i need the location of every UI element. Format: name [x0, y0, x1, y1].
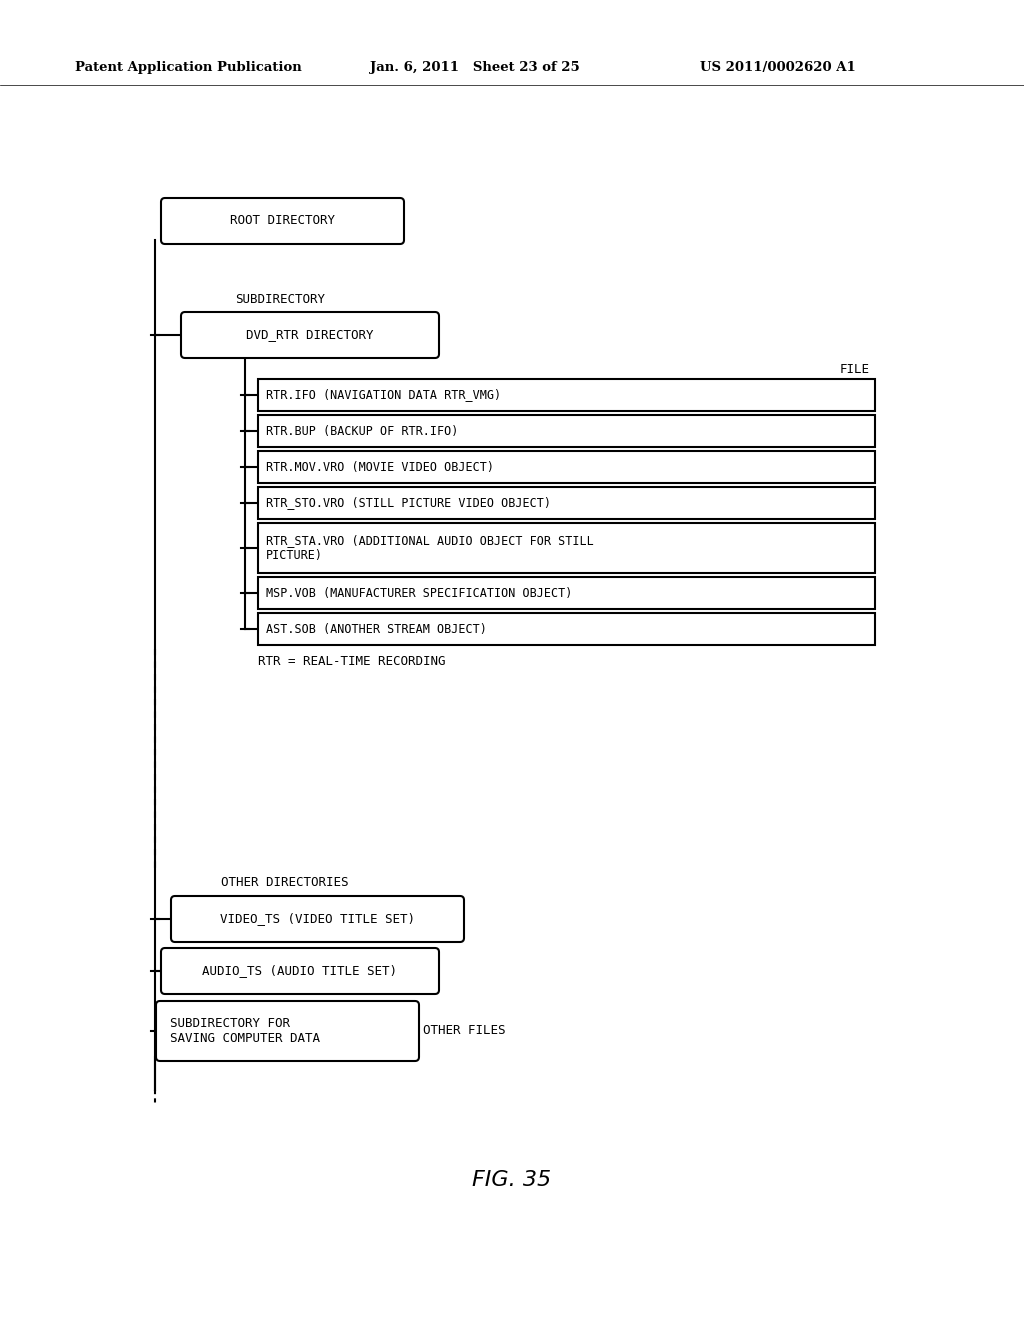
- Text: DVD_RTR DIRECTORY: DVD_RTR DIRECTORY: [246, 329, 374, 342]
- Text: OTHER FILES: OTHER FILES: [423, 1024, 506, 1038]
- FancyBboxPatch shape: [161, 948, 439, 994]
- Text: RTR.IFO (NAVIGATION DATA RTR_VMG): RTR.IFO (NAVIGATION DATA RTR_VMG): [266, 388, 501, 401]
- Text: VIDEO_TS (VIDEO TITLE SET): VIDEO_TS (VIDEO TITLE SET): [220, 912, 415, 925]
- Text: US 2011/0002620 A1: US 2011/0002620 A1: [700, 61, 856, 74]
- Text: SUBDIRECTORY FOR
SAVING COMPUTER DATA: SUBDIRECTORY FOR SAVING COMPUTER DATA: [170, 1016, 319, 1045]
- FancyBboxPatch shape: [181, 312, 439, 358]
- FancyBboxPatch shape: [156, 1001, 419, 1061]
- Bar: [258, 414, 874, 447]
- Bar: [258, 379, 874, 411]
- Text: MSP.VOB (MANUFACTURER SPECIFICATION OBJECT): MSP.VOB (MANUFACTURER SPECIFICATION OBJE…: [266, 586, 572, 599]
- Text: OTHER DIRECTORIES: OTHER DIRECTORIES: [221, 876, 349, 888]
- Text: SUBDIRECTORY: SUBDIRECTORY: [234, 293, 325, 306]
- Bar: [258, 577, 874, 609]
- Text: AST.SOB (ANOTHER STREAM OBJECT): AST.SOB (ANOTHER STREAM OBJECT): [266, 623, 486, 635]
- Bar: [258, 487, 874, 519]
- Text: AUDIO_TS (AUDIO TITLE SET): AUDIO_TS (AUDIO TITLE SET): [203, 965, 397, 978]
- FancyBboxPatch shape: [171, 896, 464, 942]
- Bar: [258, 612, 874, 645]
- Text: RTR.BUP (BACKUP OF RTR.IFO): RTR.BUP (BACKUP OF RTR.IFO): [266, 425, 459, 437]
- Bar: [258, 523, 874, 573]
- Text: Patent Application Publication: Patent Application Publication: [75, 61, 302, 74]
- Text: FILE: FILE: [840, 363, 870, 376]
- Text: RTR = REAL-TIME RECORDING: RTR = REAL-TIME RECORDING: [258, 655, 445, 668]
- Text: ROOT DIRECTORY: ROOT DIRECTORY: [230, 214, 335, 227]
- Text: Jan. 6, 2011   Sheet 23 of 25: Jan. 6, 2011 Sheet 23 of 25: [370, 61, 580, 74]
- Text: RTR.MOV.VRO (MOVIE VIDEO OBJECT): RTR.MOV.VRO (MOVIE VIDEO OBJECT): [266, 461, 494, 474]
- Text: RTR_STO.VRO (STILL PICTURE VIDEO OBJECT): RTR_STO.VRO (STILL PICTURE VIDEO OBJECT): [266, 496, 551, 510]
- Text: FIG. 35: FIG. 35: [472, 1170, 552, 1191]
- Text: RTR_STA.VRO (ADDITIONAL AUDIO OBJECT FOR STILL
PICTURE): RTR_STA.VRO (ADDITIONAL AUDIO OBJECT FOR…: [266, 535, 594, 562]
- Bar: [258, 451, 874, 483]
- FancyBboxPatch shape: [161, 198, 404, 244]
